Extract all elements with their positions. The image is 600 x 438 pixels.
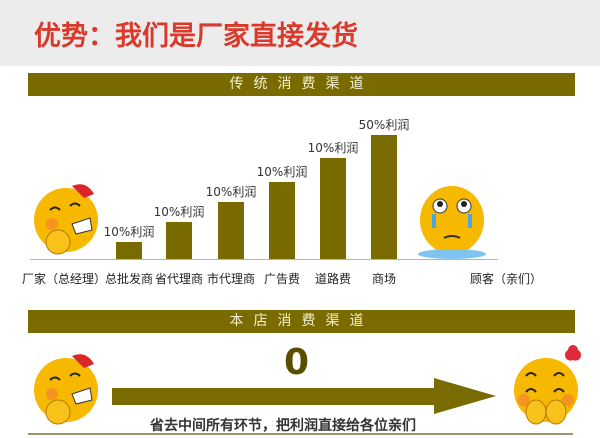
bar-value-label: 10%利润: [307, 141, 359, 155]
bar-0: [116, 242, 142, 259]
header-band: [0, 0, 600, 66]
crying-smiley-icon: [418, 186, 486, 259]
delighted-smiley-icon: [514, 345, 582, 425]
bottom-divider: [28, 433, 573, 435]
direct-note: 省去中间所有环节，把利润直接给各位亲们: [150, 418, 416, 434]
category-label: 道路费: [315, 272, 352, 286]
middle-cost-value: 0: [284, 342, 310, 383]
bar-value-label: 10%利润: [153, 205, 205, 219]
category-label: 总批发商: [105, 272, 154, 286]
category-label: 商场: [372, 272, 397, 286]
bar-value-label: 10%利润: [205, 185, 257, 199]
page-title: 优势：我们是厂家直接发货: [34, 21, 358, 52]
category-label: 广告费: [264, 272, 301, 286]
bar-5: [371, 135, 397, 259]
category-label: 省代理商: [155, 272, 204, 286]
bar-4: [320, 158, 346, 259]
bar-value-label: 10%利润: [103, 225, 155, 239]
bar-value-label: 50%利润: [358, 118, 410, 132]
happy-smiley-icon: [34, 354, 98, 425]
category-start: 厂家（总经理）: [22, 272, 107, 286]
direct-channel-band: 本店消费渠道: [28, 310, 575, 333]
bar-1: [166, 222, 192, 259]
category-end: 顾客（亲们）: [470, 272, 543, 286]
bar-3: [269, 182, 295, 259]
category-label: 市代理商: [207, 272, 256, 286]
chart-baseline: [30, 259, 498, 260]
bar-2: [218, 202, 244, 259]
bar-value-label: 10%利润: [256, 165, 308, 179]
direct-arrow-icon: [112, 378, 496, 414]
happy-smiley-icon: [34, 184, 98, 255]
traditional-channel-band: 传统消费渠道: [28, 73, 575, 96]
